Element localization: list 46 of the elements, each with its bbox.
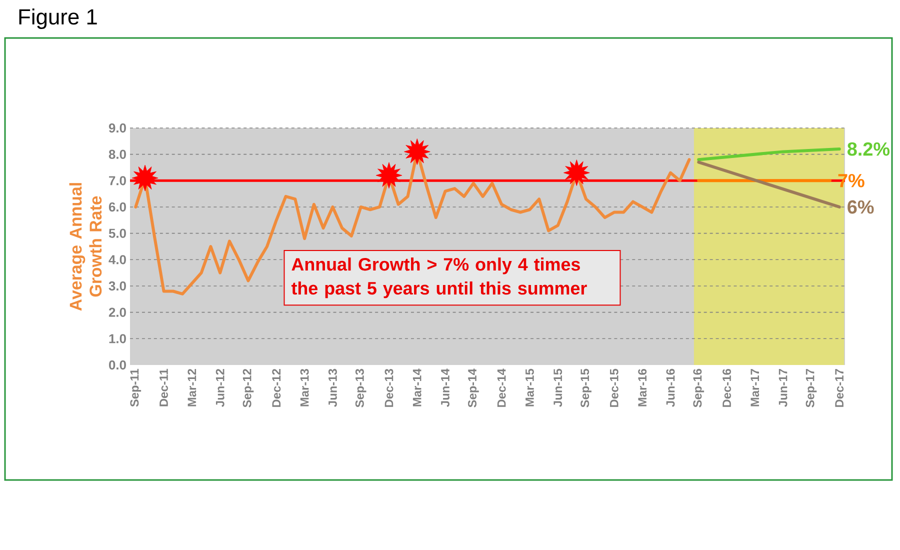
x-tick-label: Dec-16 — [722, 368, 732, 407]
x-tick-label: Mar-13 — [300, 368, 309, 406]
point — [132, 164, 158, 192]
x-tick-label: Dec-17 — [835, 369, 844, 407]
y-tick-label: 0.0 — [109, 360, 126, 370]
y-tick-label: 6.0 — [108, 202, 126, 212]
x-tick-label: Dec-14 — [497, 368, 506, 407]
x-tick-label: Jun-15 — [554, 368, 562, 407]
x-tick-label: Jun-16 — [666, 368, 675, 407]
y-tick-label: 3.0 — [108, 281, 126, 291]
x-tick-label: Jun-14 — [441, 368, 450, 407]
point — [376, 162, 402, 189]
y-tick-label: 1.0 — [109, 334, 126, 344]
series-label: 6% — [848, 200, 874, 214]
x-tick-label: Sep-15 — [580, 368, 592, 408]
x-tick-label: Sep-11 — [130, 368, 142, 407]
x-tick-label: Mar-15 — [526, 368, 534, 406]
x-tick-label: Mar-14 — [412, 368, 422, 406]
x-tick-label: Mar-12 — [188, 368, 196, 406]
x-tick-label: Sep-12 — [242, 368, 254, 408]
y-axis-title: Average Annual Growth Rate — [69, 183, 102, 311]
x-tick-label: Jun-13 — [328, 368, 337, 407]
x-tick-label: Dec-12 — [272, 368, 281, 407]
point — [404, 138, 430, 165]
point — [563, 160, 590, 186]
y-tick-label: 4.0 — [108, 255, 126, 264]
x-tick-label: Sep-14 — [468, 368, 479, 408]
x-tick-label: Dec-13 — [384, 368, 394, 407]
series-label: 7% — [838, 174, 864, 188]
x-tick-label: Dec-11 — [160, 368, 168, 406]
x-tick-label: Mar-16 — [638, 368, 647, 406]
chart-title: Figure 1 — [19, 8, 97, 29]
x-tick-label: Jun-17 — [778, 369, 788, 407]
y-tick-label: 5.0 — [108, 228, 126, 238]
x-tick-label: Jun-12 — [216, 368, 224, 407]
y-tick-label: 9.0 — [108, 123, 126, 133]
annotation: Annual Growth > 7% only 4 times the past 5 years until this summer — [291, 258, 587, 298]
x-tick-label: Sep-16 — [693, 368, 704, 408]
y-tick-label: 2.0 — [108, 308, 126, 317]
series-label: 8.2% — [847, 142, 890, 156]
x-tick-label: Sep-17 — [806, 369, 817, 408]
x-tick-label: Dec-15 — [610, 368, 618, 407]
x-tick-label: Sep-13 — [355, 368, 366, 408]
y-tick-label: 8.0 — [108, 150, 126, 159]
x-tick-label: Mar-17 — [750, 369, 760, 406]
y-tick-label: 7.0 — [109, 176, 126, 186]
